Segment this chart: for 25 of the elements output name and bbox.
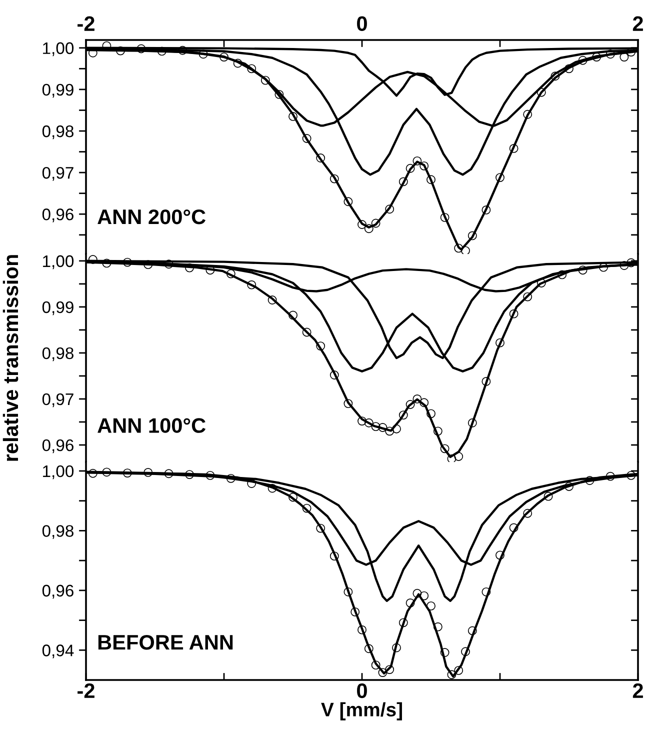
annotation: ANN 100°C xyxy=(98,418,206,433)
y-tick-label: 0,97 xyxy=(42,393,74,408)
x2-tick-label: 2 xyxy=(632,16,643,31)
y-tick-label: 0,96 xyxy=(42,439,74,454)
y-tick-label: 1,00 xyxy=(43,42,74,56)
annotation: ANN 200°C xyxy=(98,209,206,224)
x-tick-label: -2 xyxy=(78,683,94,698)
y-tick-label: 0,96 xyxy=(42,584,74,599)
y-tick-label: 0,96 xyxy=(42,208,74,222)
x-axis-title: V [mm/s] xyxy=(321,702,402,720)
y-tick-label: 0,94 xyxy=(42,644,74,658)
y-tick-label: 0,97 xyxy=(42,166,74,181)
x2-tick-label: 0 xyxy=(357,16,367,32)
x2-tick-label: -2 xyxy=(78,16,94,31)
y-tick-label: 1,00 xyxy=(43,255,74,270)
y-tick-label: 0,99 xyxy=(42,84,74,98)
x-tick-label: 2 xyxy=(632,683,643,698)
y-tick-label: 1,00 xyxy=(43,465,74,480)
y-tick-label: 0,99 xyxy=(42,301,74,316)
annotation: BEFORE ANN xyxy=(98,634,233,650)
y-axis-title: relative transmission xyxy=(2,255,18,461)
y-tick-label: 0,98 xyxy=(42,525,74,539)
y-tick-label: 0,98 xyxy=(42,347,74,362)
y-tick-label: 0,98 xyxy=(42,125,74,140)
x-tick-label: 0 xyxy=(357,683,367,698)
